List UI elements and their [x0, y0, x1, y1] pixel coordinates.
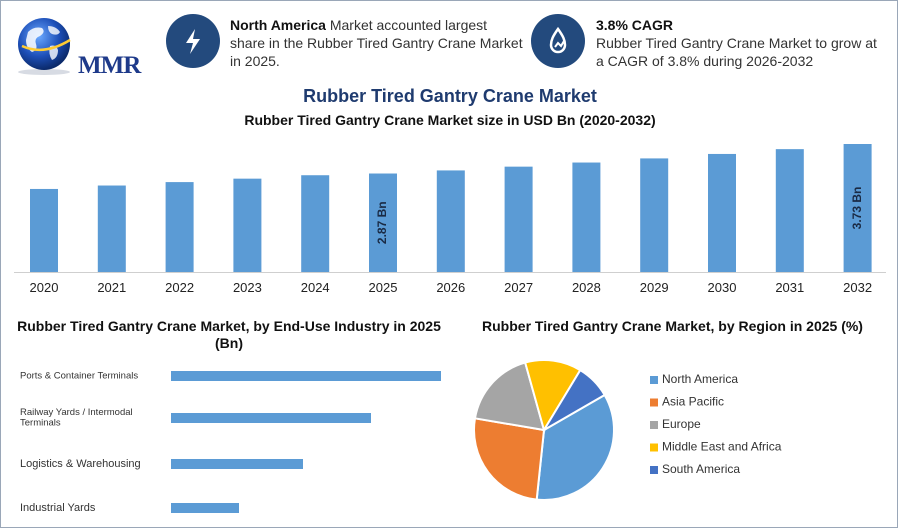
end-use-bar — [171, 503, 239, 513]
bar-2030 — [708, 153, 736, 272]
legend-label: Middle East and Africa — [662, 440, 782, 454]
highlight-1-bold: North America — [230, 17, 326, 33]
end-use-label: Railway Yards / Intermodal Terminals — [20, 407, 133, 428]
legend-swatch — [650, 398, 658, 407]
pie-slice — [473, 361, 546, 432]
x-tick-label: 2020 — [30, 280, 59, 295]
growth-icon — [549, 26, 567, 54]
highlight-cagr: 3.8% CAGR Rubber Tired Gantry Crane Mark… — [596, 16, 886, 70]
data-label: 3.73 Bn — [850, 187, 864, 230]
highlight-1-text: Market accounted largest share in the Ru… — [230, 17, 523, 69]
x-tick-label: 2021 — [97, 280, 126, 295]
pie-slice — [523, 359, 582, 433]
highlight-2-text: Rubber Tired Gantry Crane Market to grow… — [596, 35, 877, 69]
end-use-chart-title: Rubber Tired Gantry Crane Market, by End… — [17, 318, 441, 351]
bar-2028 — [572, 162, 601, 272]
end-use-label: Industrial Yards — [20, 502, 96, 514]
chart-main-title: Rubber Tired Gantry Crane Market — [303, 86, 597, 106]
end-use-bar — [171, 459, 303, 469]
bar-2027 — [504, 166, 533, 272]
x-tick-label: 2023 — [233, 280, 262, 295]
end-use-label: Logistics & Warehousing — [20, 458, 141, 470]
legend-swatch — [650, 421, 658, 429]
bar-2020 — [30, 188, 58, 272]
end-use-bar — [171, 371, 441, 381]
region-pie-chart: North America Asia Pacific Europe Middle Ea… — [473, 359, 782, 501]
legend-swatch — [650, 376, 658, 384]
x-tick-label: 2024 — [301, 280, 330, 295]
legend-label: Asia Pacific — [662, 395, 724, 409]
x-tick-label: 2027 — [504, 280, 533, 295]
bar-2031 — [775, 149, 804, 272]
bar-2021 — [97, 185, 126, 272]
globe-icon — [18, 18, 71, 75]
highlight-2-bold: 3.8% CAGR — [596, 17, 674, 33]
bar-2032 — [843, 144, 872, 272]
pie-slice — [535, 393, 615, 501]
bar-2022 — [165, 182, 194, 272]
bar-2024 — [301, 175, 330, 272]
x-tick-label: 2026 — [436, 280, 465, 295]
bar-2029 — [640, 158, 669, 272]
bar-2026 — [436, 170, 465, 272]
x-tick-label: 2031 — [775, 280, 804, 295]
end-use-label: Ports & Container Terminals — [20, 371, 138, 382]
x-tick-label: 2025 — [369, 280, 398, 295]
legend-label: North America — [662, 372, 738, 386]
end-use-bar — [171, 413, 371, 423]
pie-slice — [543, 368, 606, 431]
region-chart-title: Rubber Tired Gantry Crane Market, by Reg… — [482, 318, 863, 334]
lightning-icon — [186, 29, 200, 54]
legend-swatch — [650, 466, 658, 474]
pie-slice — [473, 417, 546, 501]
bar-2025 — [369, 173, 397, 272]
x-tick-label: 2030 — [708, 280, 737, 295]
x-tick-label: 2022 — [165, 280, 194, 295]
legend-label: Europe — [662, 417, 701, 431]
data-label: 2.87 Bn — [375, 201, 389, 244]
growth-icon-badge — [531, 14, 585, 68]
bar-2023 — [233, 178, 262, 272]
x-tick-label: 2032 — [843, 280, 872, 295]
x-tick-label: 2028 — [572, 280, 601, 295]
highlight-north-america: North America Market accounted largest s… — [230, 16, 525, 70]
logo-text: MMR — [78, 52, 141, 79]
legend-swatch — [650, 443, 658, 452]
x-tick-label: 2029 — [640, 280, 669, 295]
market-size-bar-chart: 2020 2021 2022 2023 2024 2025 2026 2027 2028 2029… — [14, 144, 886, 295]
lightning-icon-badge — [166, 14, 220, 68]
legend-label: South America — [662, 462, 740, 476]
chart-subtitle: Rubber Tired Gantry Crane Market size in… — [244, 112, 656, 128]
mmr-logo: MMR — [14, 12, 141, 79]
end-use-bar-chart: Ports & Container Terminals Railway Yards… — [20, 371, 441, 514]
